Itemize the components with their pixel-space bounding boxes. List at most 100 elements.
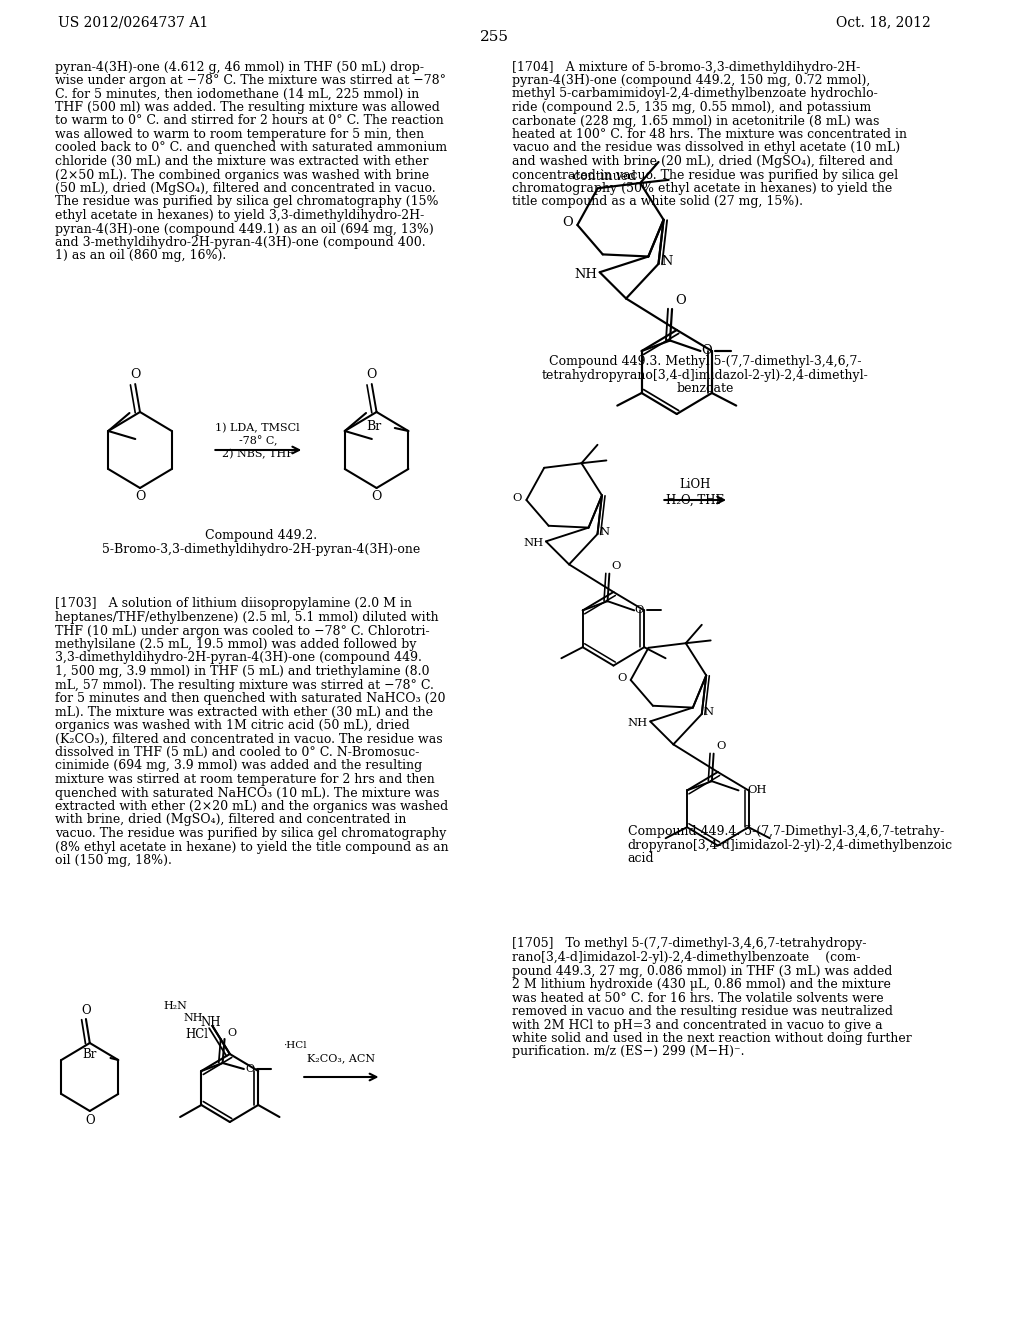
Text: O: O <box>245 1064 254 1074</box>
Text: Compound 449.3. Methyl 5-(7,7-dimethyl-3,4,6,7-: Compound 449.3. Methyl 5-(7,7-dimethyl-3… <box>549 355 861 368</box>
Text: C. for 5 minutes, then iodomethane (14 mL, 225 mmol) in: C. for 5 minutes, then iodomethane (14 m… <box>55 87 419 100</box>
Text: mixture was stirred at room temperature for 2 hrs and then: mixture was stirred at room temperature … <box>55 774 435 785</box>
Text: ethyl acetate in hexanes) to yield 3,3-dimethyldihydro-2H-: ethyl acetate in hexanes) to yield 3,3-d… <box>55 209 424 222</box>
Text: NH: NH <box>183 1012 203 1023</box>
Text: NH: NH <box>628 718 648 729</box>
Text: (K₂CO₃), filtered and concentrated in vacuo. The residue was: (K₂CO₃), filtered and concentrated in va… <box>55 733 442 746</box>
Text: vacuo. The residue was purified by silica gel chromatography: vacuo. The residue was purified by silic… <box>55 828 446 840</box>
Text: oil (150 mg, 18%).: oil (150 mg, 18%). <box>55 854 172 867</box>
Text: The residue was purified by silica gel chromatography (15%: The residue was purified by silica gel c… <box>55 195 438 209</box>
Text: H₂N: H₂N <box>164 1001 187 1011</box>
Text: chromatography (50% ethyl acetate in hexanes) to yield the: chromatography (50% ethyl acetate in hex… <box>512 182 892 195</box>
Text: organics was washed with 1M citric acid (50 mL), dried: organics was washed with 1M citric acid … <box>55 719 410 733</box>
Text: removed in vacuo and the resulting residue was neutralized: removed in vacuo and the resulting resid… <box>512 1005 893 1018</box>
Text: mL). The mixture was extracted with ether (30 mL) and the: mL). The mixture was extracted with ethe… <box>55 705 433 718</box>
Text: purification. m/z (ES−) 299 (M−H)⁻.: purification. m/z (ES−) 299 (M−H)⁻. <box>512 1045 744 1059</box>
Text: O: O <box>611 561 622 572</box>
Text: pyran-4(3H)-one (compound 449.2, 150 mg, 0.72 mmol),: pyran-4(3H)-one (compound 449.2, 150 mg,… <box>512 74 870 87</box>
Text: extracted with ether (2×20 mL) and the organics was washed: extracted with ether (2×20 mL) and the o… <box>55 800 449 813</box>
Text: chloride (30 mL) and the mixture was extracted with ether: chloride (30 mL) and the mixture was ext… <box>55 154 428 168</box>
Text: Br: Br <box>83 1048 97 1061</box>
Text: with brine, dried (MgSO₄), filtered and concentrated in: with brine, dried (MgSO₄), filtered and … <box>55 813 407 826</box>
Text: ·HCl: ·HCl <box>283 1041 306 1051</box>
Text: vacuo and the residue was dissolved in ethyl acetate (10 mL): vacuo and the residue was dissolved in e… <box>512 141 900 154</box>
Text: -continued: -continued <box>569 170 637 183</box>
Text: with 2M HCl to pH=3 and concentrated in vacuo to give a: with 2M HCl to pH=3 and concentrated in … <box>512 1019 883 1031</box>
Text: N: N <box>660 255 673 268</box>
Text: NH: NH <box>201 1015 221 1028</box>
Text: (50 mL), dried (MgSO₄), filtered and concentrated in vacuo.: (50 mL), dried (MgSO₄), filtered and con… <box>55 182 435 195</box>
Text: Compound 449.4. 5-(7,7-Dimethyl-3,4,6,7-tetrahy-: Compound 449.4. 5-(7,7-Dimethyl-3,4,6,7-… <box>628 825 944 838</box>
Text: Br: Br <box>366 420 381 433</box>
Text: methylsilane (2.5 mL, 19.5 mmol) was added followed by: methylsilane (2.5 mL, 19.5 mmol) was add… <box>55 638 417 651</box>
Text: 1) as an oil (860 mg, 16%).: 1) as an oil (860 mg, 16%). <box>55 249 226 263</box>
Text: acid: acid <box>628 851 654 865</box>
Text: 2 M lithium hydroxide (430 μL, 0.86 mmol) and the mixture: 2 M lithium hydroxide (430 μL, 0.86 mmol… <box>512 978 891 991</box>
Text: O: O <box>513 494 522 503</box>
Text: quenched with saturated NaHCO₃ (10 mL). The mixture was: quenched with saturated NaHCO₃ (10 mL). … <box>55 787 439 800</box>
Text: K₂CO₃, ACN: K₂CO₃, ACN <box>307 1053 375 1063</box>
Text: N: N <box>599 527 609 537</box>
Text: 3,3-dimethyldihydro-2H-pyran-4(3H)-one (compound 449.: 3,3-dimethyldihydro-2H-pyran-4(3H)-one (… <box>55 652 422 664</box>
Text: dropyrano[3,4-d]imidazol-2-yl)-2,4-dimethylbenzoic: dropyrano[3,4-d]imidazol-2-yl)-2,4-dimet… <box>628 838 952 851</box>
Text: NH: NH <box>574 268 597 281</box>
Text: [1703]   A solution of lithium diisopropylamine (2.0 M in: [1703] A solution of lithium diisopropyl… <box>55 598 412 610</box>
Text: NH: NH <box>523 539 544 548</box>
Text: 1) LDA, TMSCl: 1) LDA, TMSCl <box>215 422 300 433</box>
Text: HCl: HCl <box>185 1028 209 1041</box>
Text: tetrahydropyrano[3,4-d]imidazol-2-yl)-2,4-dimethyl-: tetrahydropyrano[3,4-d]imidazol-2-yl)-2,… <box>542 368 868 381</box>
Text: 5-Bromo-3,3-dimethyldihydro-2H-pyran-4(3H)-one: 5-Bromo-3,3-dimethyldihydro-2H-pyran-4(3… <box>101 543 420 556</box>
Text: and 3-methyldihydro-2H-pyran-4(3H)-one (compound 400.: and 3-methyldihydro-2H-pyran-4(3H)-one (… <box>55 236 426 249</box>
Text: was heated at 50° C. for 16 hrs. The volatile solvents were: was heated at 50° C. for 16 hrs. The vol… <box>512 991 884 1005</box>
Text: 255: 255 <box>480 30 509 44</box>
Text: O: O <box>227 1028 237 1038</box>
Text: ride (compound 2.5, 135 mg, 0.55 mmol), and potassium: ride (compound 2.5, 135 mg, 0.55 mmol), … <box>512 102 871 114</box>
Text: and washed with brine (20 mL), dried (MgSO₄), filtered and: and washed with brine (20 mL), dried (Mg… <box>512 154 893 168</box>
Text: O: O <box>85 1114 94 1126</box>
Text: methyl 5-carbamimidoyl-2,4-dimethylbenzoate hydrochlo-: methyl 5-carbamimidoyl-2,4-dimethylbenzo… <box>512 87 878 100</box>
Text: was allowed to warm to room temperature for 5 min, then: was allowed to warm to room temperature … <box>55 128 424 141</box>
Text: [1704]   A mixture of 5-bromo-3,3-dimethyldihydro-2H-: [1704] A mixture of 5-bromo-3,3-dimethyl… <box>512 61 860 74</box>
Text: H₂O, THF: H₂O, THF <box>667 494 724 507</box>
Text: O: O <box>701 345 712 358</box>
Text: OH: OH <box>748 785 767 796</box>
Text: dissolved in THF (5 mL) and cooled to 0° C. N-Bromosuc-: dissolved in THF (5 mL) and cooled to 0°… <box>55 746 420 759</box>
Text: pyran-4(3H)-one (compound 449.1) as an oil (694 mg, 13%): pyran-4(3H)-one (compound 449.1) as an o… <box>55 223 434 235</box>
Text: carbonate (228 mg, 1.65 mmol) in acetonitrile (8 mL) was: carbonate (228 mg, 1.65 mmol) in acetoni… <box>512 115 880 128</box>
Text: 1, 500 mg, 3.9 mmol) in THF (5 mL) and triethylamine (8.0: 1, 500 mg, 3.9 mmol) in THF (5 mL) and t… <box>55 665 429 678</box>
Text: (8% ethyl acetate in hexane) to yield the title compound as an: (8% ethyl acetate in hexane) to yield th… <box>55 841 449 854</box>
Text: LiOH: LiOH <box>680 479 711 491</box>
Text: 2) NBS, THF: 2) NBS, THF <box>222 449 294 459</box>
Text: heated at 100° C. for 48 hrs. The mixture was concentrated in: heated at 100° C. for 48 hrs. The mixtur… <box>512 128 906 141</box>
Text: O: O <box>675 294 685 308</box>
Text: for 5 minutes and then quenched with saturated NaHCO₃ (20: for 5 minutes and then quenched with sat… <box>55 692 445 705</box>
Text: benzoate: benzoate <box>676 381 733 395</box>
Text: O: O <box>617 673 627 684</box>
Text: Compound 449.2.: Compound 449.2. <box>205 528 316 541</box>
Text: [1705]   To methyl 5-(7,7-dimethyl-3,4,6,7-tetrahydropy-: [1705] To methyl 5-(7,7-dimethyl-3,4,6,7… <box>512 937 866 950</box>
Text: Oct. 18, 2012: Oct. 18, 2012 <box>836 15 931 29</box>
Text: US 2012/0264737 A1: US 2012/0264737 A1 <box>58 15 208 29</box>
Text: THF (10 mL) under argon was cooled to −78° C. Chlorotri-: THF (10 mL) under argon was cooled to −7… <box>55 624 430 638</box>
Text: -78° C,: -78° C, <box>239 436 278 446</box>
Text: O: O <box>635 606 644 615</box>
Text: O: O <box>130 367 140 380</box>
Text: THF (500 ml) was added. The resulting mixture was allowed: THF (500 ml) was added. The resulting mi… <box>55 102 440 114</box>
Text: to warm to 0° C. and stirred for 2 hours at 0° C. The reaction: to warm to 0° C. and stirred for 2 hours… <box>55 115 443 128</box>
Text: cinimide (694 mg, 3.9 mmol) was added and the resulting: cinimide (694 mg, 3.9 mmol) was added an… <box>55 759 422 772</box>
Text: title compound as a white solid (27 mg, 15%).: title compound as a white solid (27 mg, … <box>512 195 803 209</box>
Text: cooled back to 0° C. and quenched with saturated ammonium: cooled back to 0° C. and quenched with s… <box>55 141 447 154</box>
Text: O: O <box>716 742 725 751</box>
Text: (2×50 mL). The combined organics was washed with brine: (2×50 mL). The combined organics was was… <box>55 169 429 181</box>
Text: mL, 57 mmol). The resulting mixture was stirred at −78° C.: mL, 57 mmol). The resulting mixture was … <box>55 678 434 692</box>
Text: heptanes/THF/ethylbenzene) (2.5 ml, 5.1 mmol) diluted with: heptanes/THF/ethylbenzene) (2.5 ml, 5.1 … <box>55 611 438 624</box>
Text: O: O <box>367 367 377 380</box>
Text: white solid and used in the next reaction without doing further: white solid and used in the next reactio… <box>512 1032 911 1045</box>
Text: O: O <box>372 491 382 503</box>
Text: N: N <box>703 708 714 717</box>
Text: pound 449.3, 27 mg, 0.086 mmol) in THF (3 mL) was added: pound 449.3, 27 mg, 0.086 mmol) in THF (… <box>512 965 892 978</box>
Text: O: O <box>135 490 145 503</box>
Text: O: O <box>562 216 572 230</box>
Text: pyran-4(3H)-one (4.612 g, 46 mmol) in THF (50 mL) drop-: pyran-4(3H)-one (4.612 g, 46 mmol) in TH… <box>55 61 424 74</box>
Text: rano[3,4-d]imidazol-2-yl)-2,4-dimethylbenzoate    (com-: rano[3,4-d]imidazol-2-yl)-2,4-dimethylbe… <box>512 950 860 964</box>
